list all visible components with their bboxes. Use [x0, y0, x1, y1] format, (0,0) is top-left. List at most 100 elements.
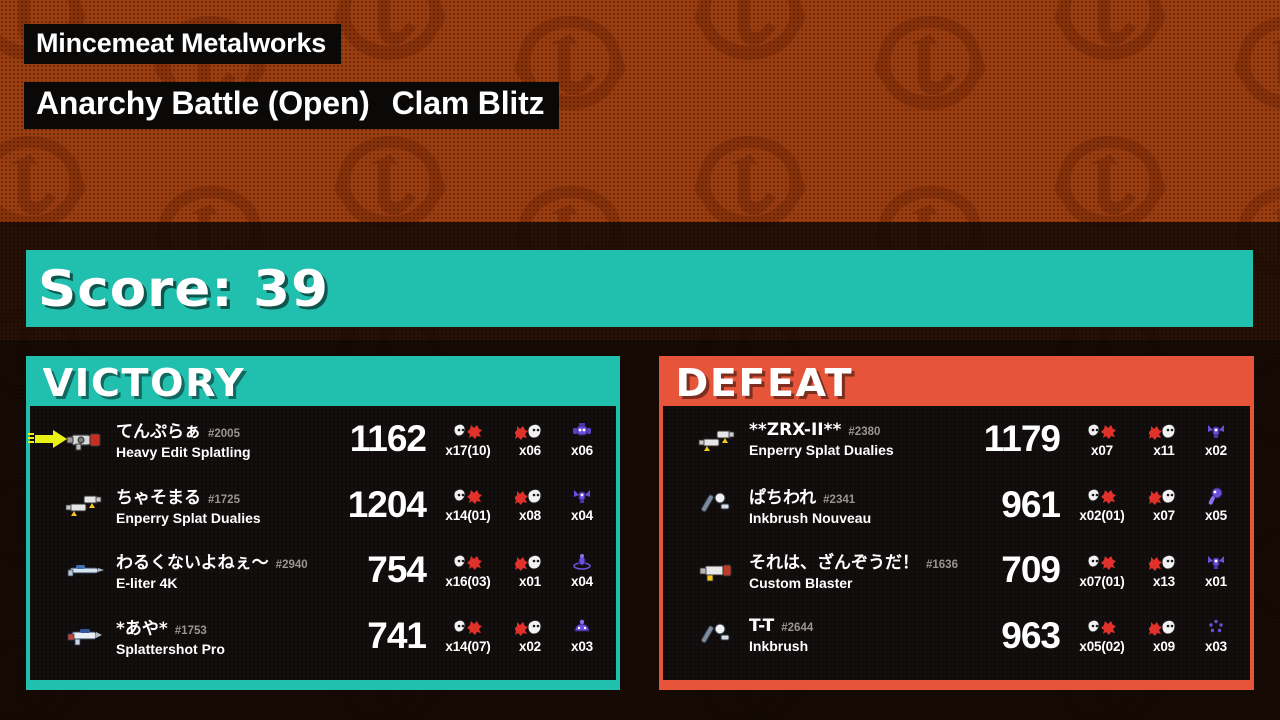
- player-weapon-name: Custom Blaster: [749, 575, 853, 592]
- table-row[interactable]: **ZRX-II** #2380 Enperry Splat Dualies 1…: [663, 406, 1250, 472]
- table-row[interactable]: *あや* #1753 Splattershot Pro 741: [30, 602, 616, 668]
- kills-stat: x02(01): [1066, 485, 1138, 523]
- splat-kill-icon: [1066, 420, 1138, 442]
- kills-value: x07(01): [1079, 573, 1125, 589]
- player-tag: #2341: [823, 493, 856, 506]
- deaths-stat: x02: [504, 616, 556, 654]
- deaths-stat: x13: [1138, 551, 1190, 589]
- deaths-value: x13: [1153, 573, 1175, 589]
- specials-value: x06: [571, 442, 593, 458]
- specials-stat: x04: [556, 551, 608, 589]
- player-weapon-name: Heavy Edit Splatling: [116, 444, 251, 461]
- specials-value: x01: [1205, 573, 1227, 589]
- player-name: **ZRX-II**: [749, 419, 842, 440]
- player-tag: #2380: [848, 425, 881, 438]
- brush-icon: [697, 488, 741, 520]
- player-tag: #1725: [208, 493, 240, 506]
- player-stats: x14(07) x02: [432, 616, 608, 654]
- player-info: わるくないよねぇ〜 #2940 E-liter 4K: [116, 548, 308, 592]
- specials-stat: x05: [1190, 485, 1242, 523]
- table-row[interactable]: てんぷらぁ #2005 Heavy Edit Splatling 1162: [28, 406, 616, 472]
- player-stats: x05(02) x09: [1066, 616, 1242, 654]
- kills-stat: x14(07): [432, 616, 504, 654]
- table-row[interactable]: わるくないよねぇ〜 #2940 E-liter 4K 754: [30, 537, 616, 603]
- kills-stat: x07: [1066, 420, 1138, 458]
- specials-stat: x04: [556, 485, 608, 523]
- splat-death-icon: [504, 485, 556, 507]
- kills-stat: x16(03): [432, 551, 504, 589]
- player-stats: x07(01) x13: [1066, 551, 1242, 589]
- kills-value: x07: [1091, 442, 1113, 458]
- player-name: ぱちわれ: [749, 487, 817, 508]
- deaths-stat: x06: [504, 420, 556, 458]
- specials-value: x04: [571, 508, 593, 524]
- deaths-value: x08: [519, 508, 541, 524]
- deaths-value: x01: [519, 573, 541, 589]
- player-name: てんぷらぁ: [116, 422, 201, 443]
- kills-value: x17(10): [445, 442, 491, 458]
- special-trizooka-icon: [1190, 616, 1242, 638]
- special-crab-tank-icon: [556, 420, 608, 442]
- kills-stat: x05(02): [1066, 616, 1138, 654]
- charger-icon: [64, 554, 108, 586]
- table-row[interactable]: それは、ざんぞうだ！ #1636 Custom Blaster 709: [663, 537, 1250, 603]
- deaths-stat: x01: [504, 551, 556, 589]
- player-info: それは、ざんぞうだ！ #1636 Custom Blaster: [749, 548, 958, 592]
- deaths-stat: x08: [504, 485, 556, 523]
- special-tenta-missiles-icon: [1190, 420, 1242, 442]
- special-booyah-bomb-icon: [556, 616, 608, 638]
- self-marker-arrow-icon: [28, 429, 67, 448]
- splat-kill-icon: [432, 485, 504, 507]
- splat-kill-icon: [1066, 485, 1138, 507]
- special-tenta-missiles-icon: [556, 485, 608, 507]
- specials-value: x04: [571, 573, 593, 589]
- specials-value: x03: [571, 639, 593, 655]
- player-name: わるくないよねぇ〜: [116, 553, 269, 574]
- splat-death-icon: [1138, 485, 1190, 507]
- splat-death-icon: [504, 616, 556, 638]
- specials-value: x03: [1205, 639, 1227, 655]
- specials-stat: x03: [1190, 616, 1242, 654]
- player-score: 1162: [349, 418, 427, 460]
- specials-stat: x01: [1190, 551, 1242, 589]
- player-weapon-name: Enperry Splat Dualies: [116, 509, 261, 526]
- splat-kill-icon: [1066, 551, 1138, 573]
- shooter-icon: [64, 619, 108, 651]
- splatling-icon: [64, 423, 108, 455]
- table-row[interactable]: ぱちわれ #2341 Inkbrush Nouveau 961: [663, 471, 1250, 537]
- defeat-title: DEFEAT: [675, 361, 854, 405]
- battle-rule-text: Clam Blitz: [391, 85, 545, 121]
- specials-value: x05: [1205, 508, 1227, 524]
- stage-name-label: Mincemeat Metalworks: [24, 24, 342, 65]
- kills-value: x05(02): [1079, 639, 1125, 655]
- kills-value: x14(07): [445, 639, 491, 655]
- kills-stat: x14(01): [432, 485, 504, 523]
- table-row[interactable]: ちゃそまる #1725 Enperry Splat Dualies 1204: [30, 471, 616, 537]
- player-stats: x14(01) x08: [432, 485, 608, 523]
- player-score: 961: [1001, 483, 1061, 525]
- victory-title: VICTORY: [42, 361, 246, 405]
- kills-value: x14(01): [445, 508, 491, 524]
- brush-icon: [697, 619, 741, 651]
- specials-stat: x06: [556, 420, 608, 458]
- player-name: *あや*: [116, 618, 168, 639]
- player-weapon-name: E-liter 4K: [116, 575, 178, 592]
- player-info: T-T #2644 Inkbrush: [749, 616, 930, 654]
- deaths-stat: x11: [1138, 420, 1190, 458]
- splat-kill-icon: [432, 616, 504, 638]
- deaths-value: x07: [1153, 508, 1175, 524]
- splat-death-icon: [1138, 420, 1190, 442]
- score-banner: Score: 39: [26, 250, 1253, 327]
- table-row[interactable]: T-T #2644 Inkbrush 963: [663, 602, 1250, 668]
- victory-player-list: てんぷらぁ #2005 Heavy Edit Splatling 1162: [28, 405, 616, 680]
- player-info: てんぷらぁ #2005 Heavy Edit Splatling: [116, 417, 296, 460]
- kills-value: x02(01): [1079, 508, 1125, 524]
- dualies-icon: [697, 423, 741, 455]
- splat-kill-icon: [432, 551, 504, 573]
- player-weapon-name: Inkbrush: [749, 638, 809, 655]
- splat-death-icon: [504, 551, 556, 573]
- deaths-value: x11: [1153, 442, 1175, 458]
- splat-death-icon: [1138, 616, 1190, 638]
- battle-mode-text: Anarchy Battle (Open): [36, 85, 370, 121]
- player-stats: x02(01) x07: [1066, 485, 1242, 523]
